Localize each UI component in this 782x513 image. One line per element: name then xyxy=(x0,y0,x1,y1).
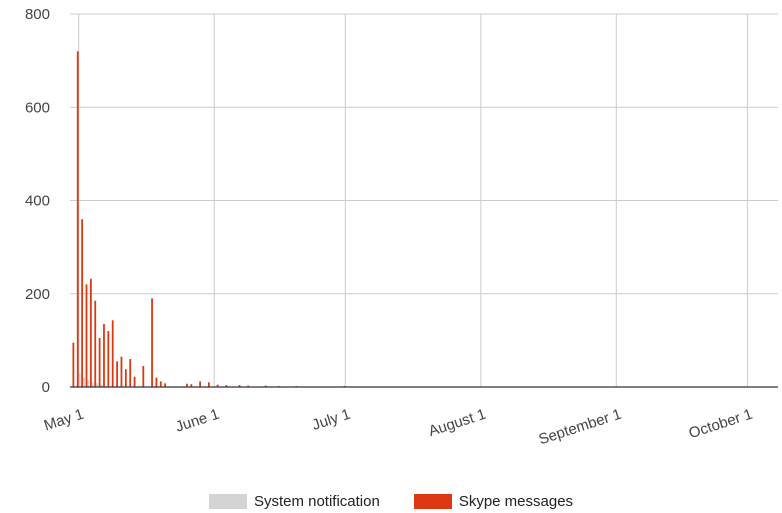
bar-skype-messages[interactable] xyxy=(264,385,267,387)
bars xyxy=(72,51,359,388)
bar-system-notification[interactable] xyxy=(91,382,94,387)
y-tick-label: 200 xyxy=(25,286,50,303)
bar-skype-messages[interactable] xyxy=(164,383,167,387)
x-tick-label: May 1 xyxy=(42,406,86,435)
bar-skype-messages[interactable] xyxy=(94,300,97,387)
bar-skype-messages[interactable] xyxy=(133,376,136,387)
bar-skype-messages[interactable] xyxy=(124,369,127,387)
bar-skype-messages[interactable] xyxy=(225,385,228,387)
bar-skype-messages[interactable] xyxy=(186,383,188,387)
bar-skype-messages[interactable] xyxy=(151,298,153,387)
bar-skype-messages[interactable] xyxy=(199,381,202,387)
gridlines xyxy=(70,13,778,387)
x-tick-label: September 1 xyxy=(537,406,624,449)
y-tick-label: 600 xyxy=(25,99,50,116)
bar-system-notification[interactable] xyxy=(100,384,103,387)
bar-system-notification[interactable] xyxy=(83,377,85,387)
bar-skype-messages[interactable] xyxy=(159,381,162,387)
bar-skype-messages[interactable] xyxy=(103,324,105,387)
bar-system-notification[interactable] xyxy=(78,373,81,387)
bar-skype-messages[interactable] xyxy=(98,338,101,387)
bar-skype-messages[interactable] xyxy=(111,320,114,387)
bar-skype-messages[interactable] xyxy=(107,331,110,387)
bar-skype-messages[interactable] xyxy=(190,384,193,387)
bar-skype-messages[interactable] xyxy=(155,377,158,387)
x-tick-label: October 1 xyxy=(687,406,755,443)
legend-label-system-notification: System notification xyxy=(253,492,380,510)
bar-skype-messages[interactable] xyxy=(76,51,79,388)
x-tick-labels: May 1 June 1 July 1 August 1 September 1 Octo… xyxy=(42,406,755,449)
legend-item-system-notification[interactable]: System notification xyxy=(208,492,380,510)
legend-item-skype-messages[interactable]: Skype messages xyxy=(413,492,574,510)
bar-skype-messages[interactable] xyxy=(116,361,118,387)
x-tick-label: July 1 xyxy=(310,406,353,434)
bar-skype-messages[interactable] xyxy=(238,385,241,387)
bar-skype-messages[interactable] xyxy=(207,382,210,387)
bar-system-notification[interactable] xyxy=(96,383,99,387)
bar-skype-messages[interactable] xyxy=(216,384,219,387)
bar-skype-messages[interactable] xyxy=(72,342,75,387)
bar-skype-messages[interactable] xyxy=(129,359,132,387)
bar-system-notification[interactable] xyxy=(87,380,90,387)
legend: System notification Skype messages xyxy=(0,490,782,512)
y-tick-labels: 0 200 400 600 800 xyxy=(25,6,50,396)
y-tick-label: 400 xyxy=(25,193,50,210)
x-tick-label: August 1 xyxy=(426,406,488,440)
bar-skype-messages[interactable] xyxy=(142,366,145,387)
y-tick-label: 0 xyxy=(42,379,50,396)
legend-swatch-system-notification xyxy=(208,493,247,509)
bar-skype-messages[interactable] xyxy=(81,219,84,387)
bar-skype-messages[interactable] xyxy=(85,284,88,387)
x-tick-label: June 1 xyxy=(173,406,221,436)
bar-skype-messages[interactable] xyxy=(120,356,123,387)
bar-skype-messages[interactable] xyxy=(247,385,250,387)
legend-swatch-skype-messages xyxy=(413,493,452,509)
legend-label-skype-messages: Skype messages xyxy=(458,492,574,510)
y-tick-label: 800 xyxy=(25,6,50,23)
bar-skype-messages[interactable] xyxy=(89,278,92,387)
